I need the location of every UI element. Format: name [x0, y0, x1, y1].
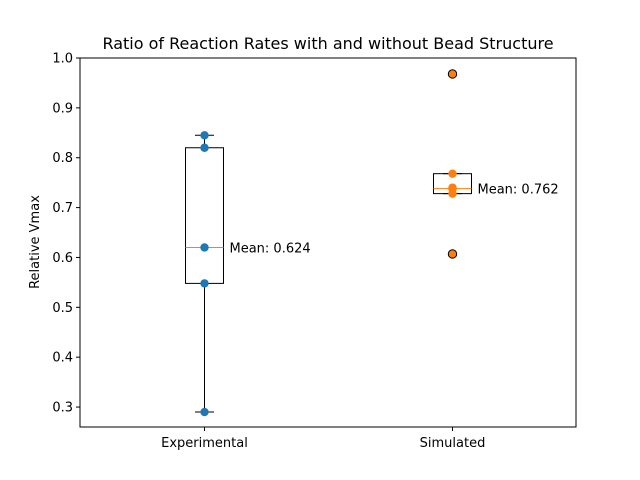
axes-frame	[79, 57, 577, 428]
mean-annotation: Mean: 0.762	[478, 183, 559, 198]
data-point	[448, 183, 457, 192]
y-tick-label: 0.7	[52, 201, 73, 216]
plot-area: 0.3 0.4 0.5 0.6 0.7 0.8 0.9 1.0 Experimental Simu…	[52, 52, 577, 451]
data-point	[200, 131, 209, 140]
data-point	[200, 143, 209, 152]
y-tick-label: 0.8	[52, 151, 73, 166]
y-tick-label: 0.5	[52, 301, 73, 316]
box-iqr	[185, 147, 224, 284]
data-point	[200, 279, 209, 288]
data-point	[200, 243, 209, 252]
chart-title: Ratio of Reaction Rates with and without…	[102, 34, 553, 53]
x-tick-label: Simulated	[420, 436, 486, 451]
outlier-point	[447, 249, 458, 259]
y-tick-label: 0.6	[52, 251, 73, 266]
data-point	[448, 169, 457, 178]
outlier-point	[447, 69, 458, 79]
y-axis-label: Relative Vmax	[28, 195, 43, 289]
mean-annotation: Mean: 0.624	[230, 241, 311, 256]
y-tick-label: 0.3	[52, 401, 73, 416]
y-tick-label: 0.4	[52, 351, 73, 366]
y-tick-label: 0.9	[52, 101, 73, 116]
y-tick-label: 1.0	[52, 52, 73, 67]
x-tick-label: Experimental	[161, 436, 248, 451]
data-point	[200, 407, 209, 417]
